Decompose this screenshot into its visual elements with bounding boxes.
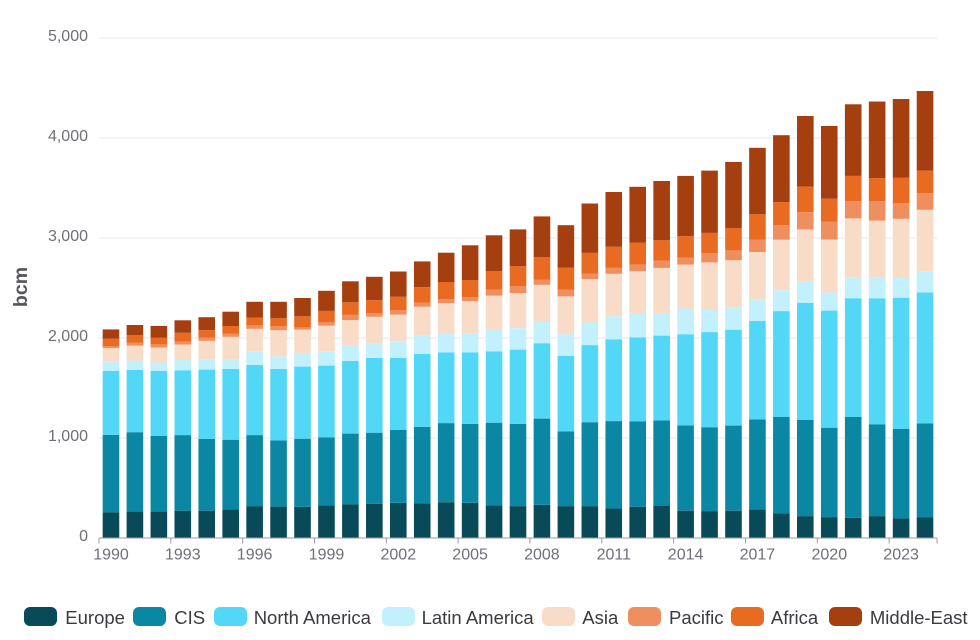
- svg-text:1,000: 1,000: [48, 428, 88, 445]
- svg-text:2008: 2008: [524, 547, 560, 564]
- svg-text:2,000: 2,000: [48, 328, 88, 345]
- svg-text:1996: 1996: [237, 547, 273, 564]
- svg-text:2002: 2002: [381, 547, 417, 564]
- svg-text:0: 0: [79, 528, 88, 545]
- svg-text:2014: 2014: [668, 547, 704, 564]
- svg-text:1993: 1993: [165, 547, 201, 564]
- svg-text:2011: 2011: [597, 547, 632, 564]
- svg-text:2017: 2017: [740, 547, 776, 564]
- svg-text:bcm: bcm: [10, 267, 32, 307]
- svg-text:1990: 1990: [93, 547, 129, 564]
- svg-text:4,000: 4,000: [48, 128, 88, 145]
- svg-text:2005: 2005: [452, 547, 488, 564]
- svg-text:2023: 2023: [883, 547, 919, 564]
- svg-text:1999: 1999: [309, 547, 345, 564]
- svg-text:5,000: 5,000: [48, 28, 88, 45]
- svg-text:2020: 2020: [812, 547, 848, 564]
- svg-text:3,000: 3,000: [48, 228, 88, 245]
